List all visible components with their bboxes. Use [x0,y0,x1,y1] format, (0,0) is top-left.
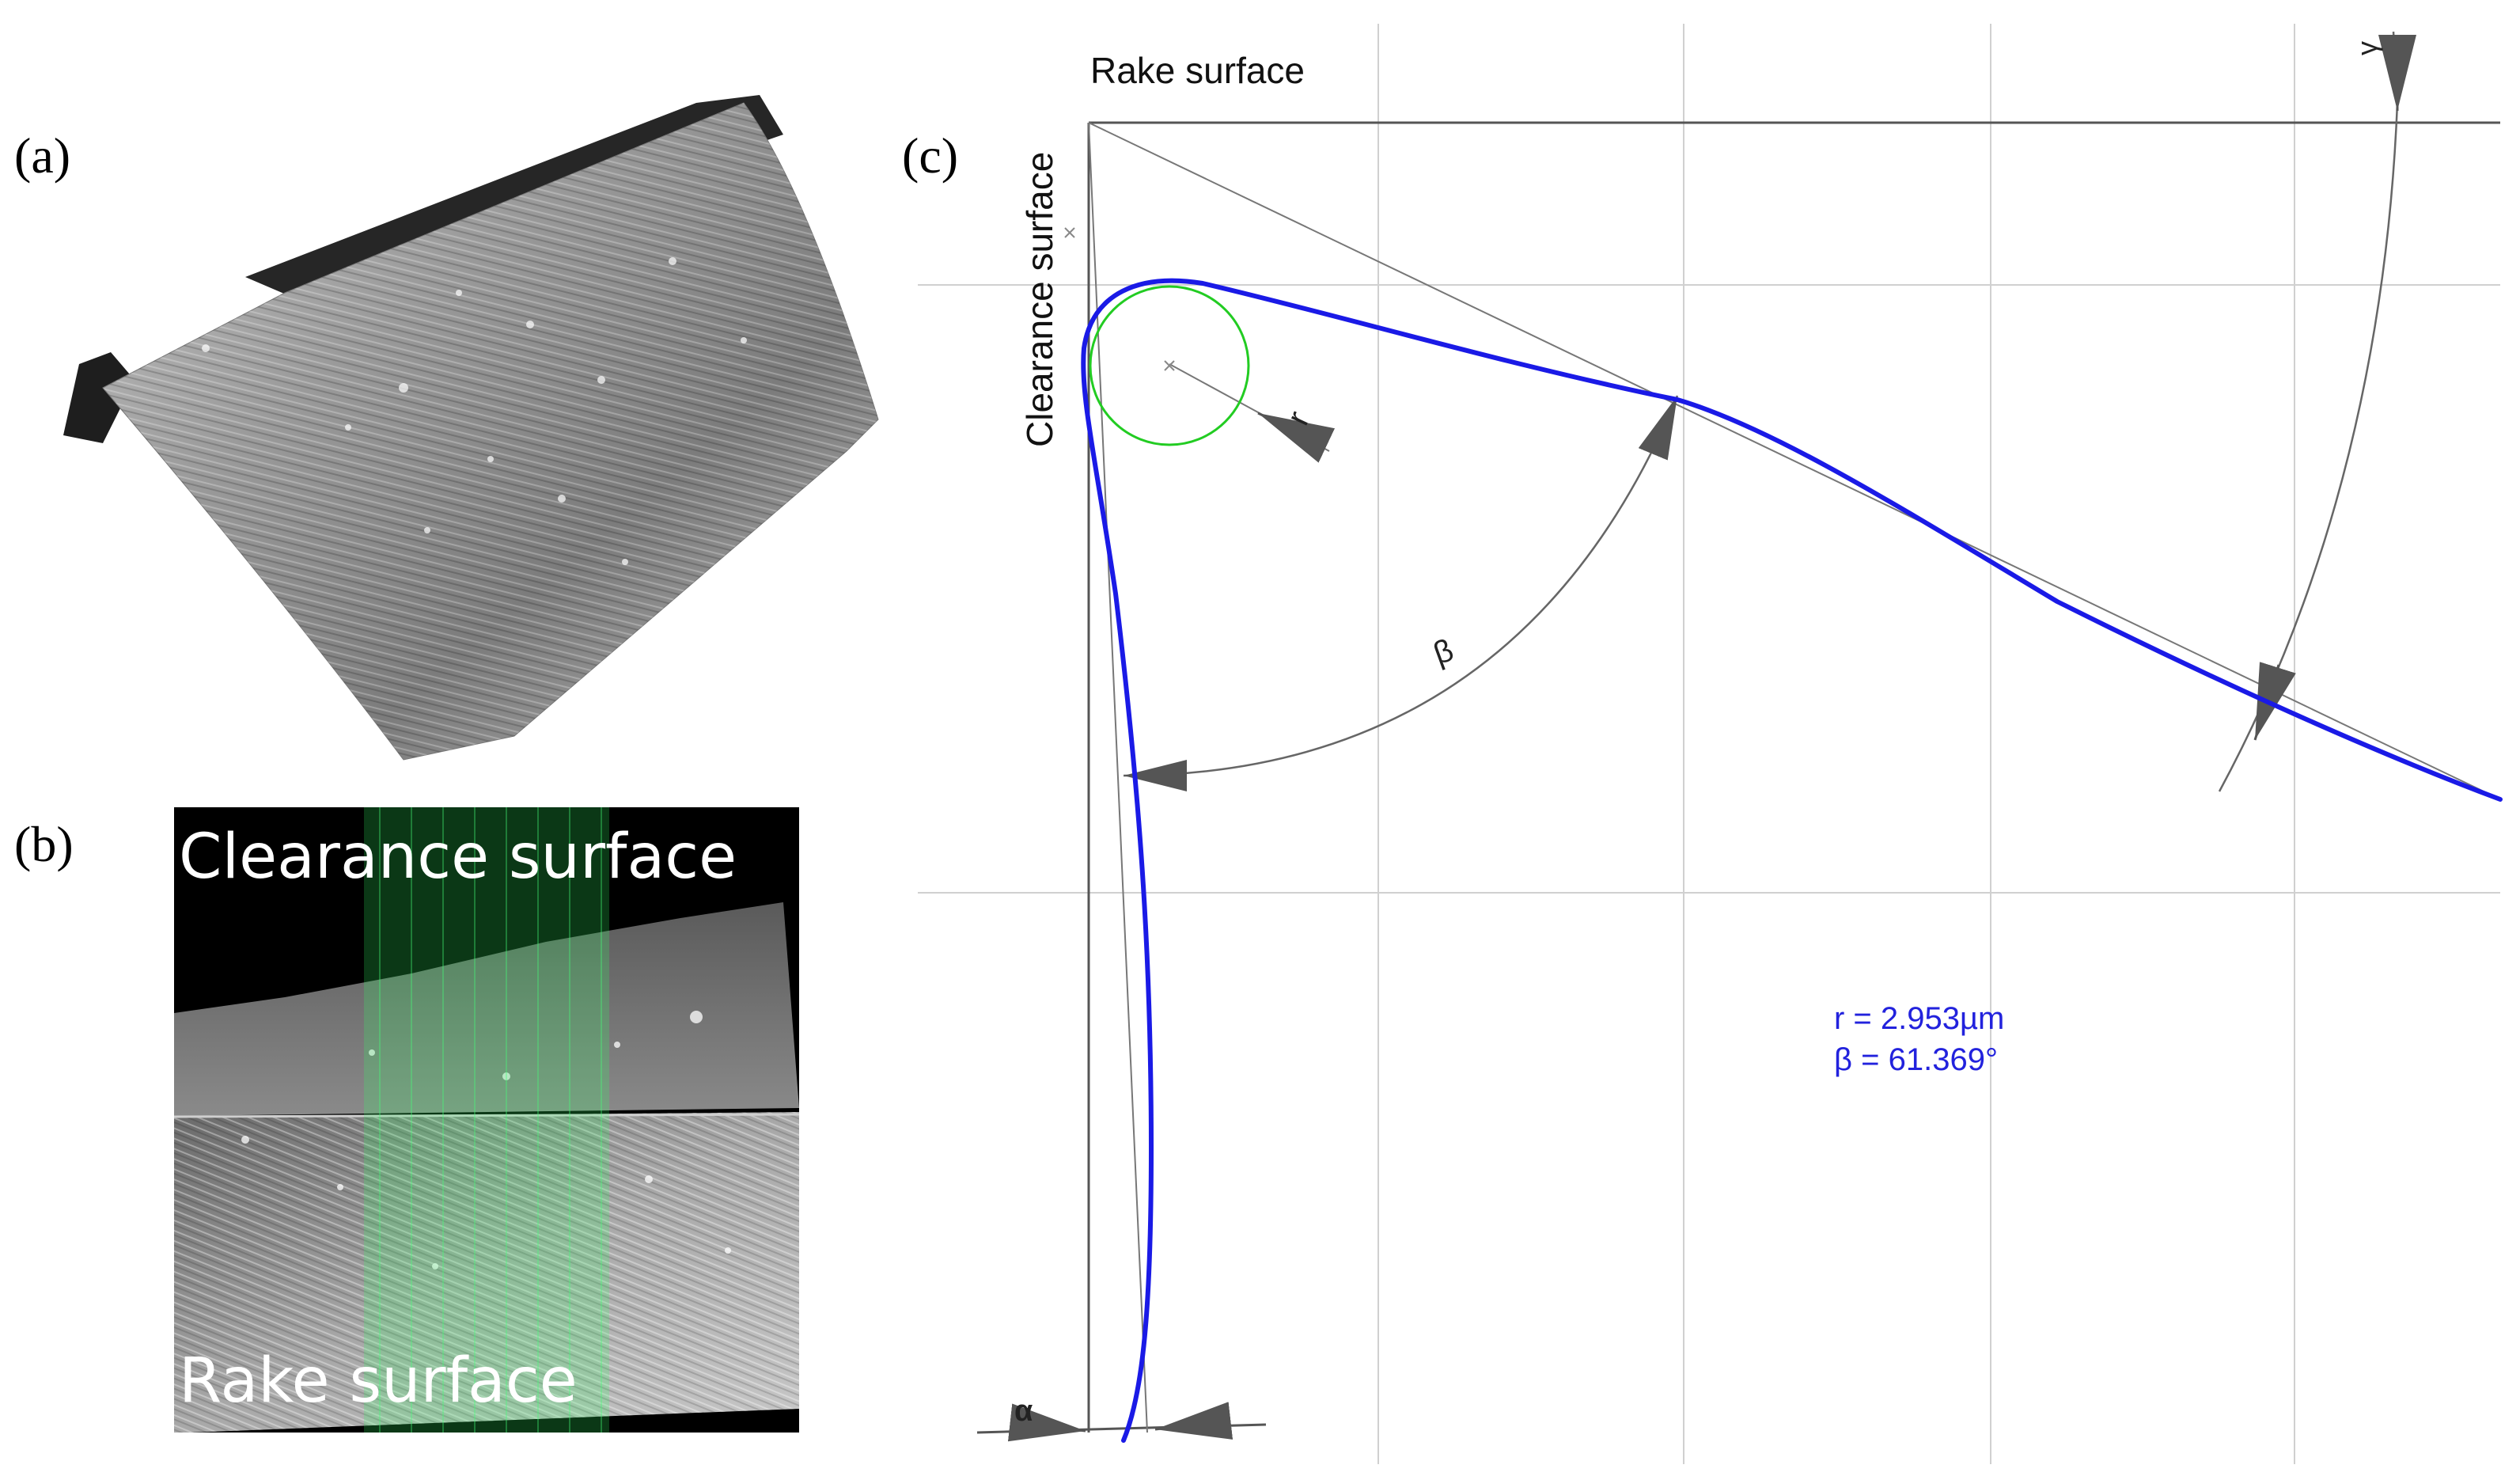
grid [918,24,2500,1464]
panel-c-label: (c) [902,127,959,184]
measurement-band [364,807,609,1433]
surface-topview-image: Clearance surface Rake surface [174,807,799,1433]
result-beta-text: β = 61.369° [1834,1042,1998,1077]
beta-symbol: β [1429,632,1458,671]
panel-a-label: (a) [14,127,71,184]
rake-surface-label: Rake surface [179,1345,578,1417]
construction-lines [1088,122,2501,1433]
surface-3d-render [63,95,879,761]
edge-radius-circle [1089,285,1250,446]
reference-axes [976,121,2500,1434]
rake-surface-axis-label: Rake surface [1090,50,1305,91]
dark-edge-left [63,352,135,443]
panel-b-label: (b) [14,816,74,872]
clearance-region [174,902,799,1116]
result-radius-text: r = 2.953µm [1834,1001,2004,1036]
edge-profile-diagram: Rake surface Clearance surface r β γ α r… [918,24,2503,1464]
measured-profile [1081,278,2503,1443]
alpha-symbol: α [1014,1395,1033,1428]
surface-speckles [202,257,747,565]
clearance-surface-label: Clearance surface [179,822,737,893]
beta-angle-arc [1123,395,1679,791]
gamma-symbol: γ [2351,41,2383,55]
clearance-surface-axis-label: Clearance surface [1019,152,1060,447]
